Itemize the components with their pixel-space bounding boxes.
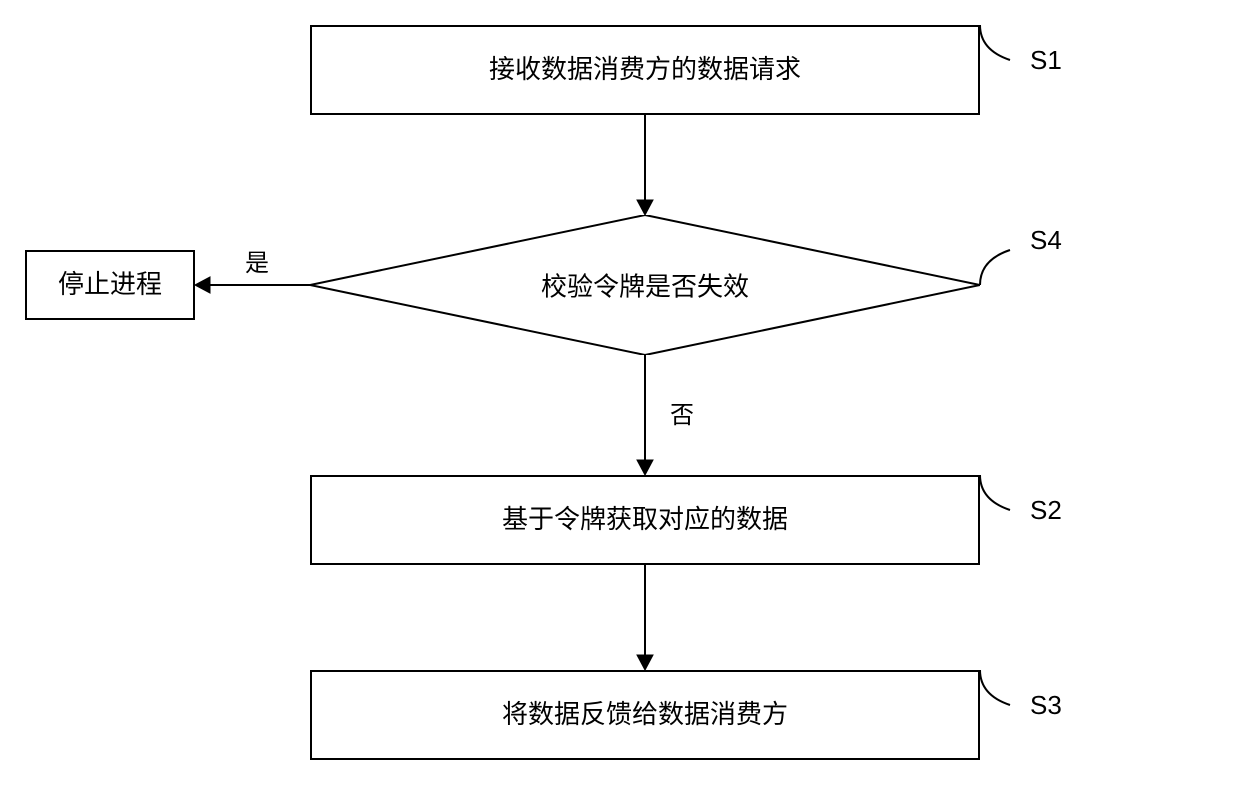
node-s4: 校验令牌是否失效	[310, 215, 980, 355]
edge-s4-s2	[630, 355, 660, 480]
step-hook-s1	[975, 20, 1025, 70]
node-s3-text: 将数据反馈给数据消费方	[502, 698, 788, 732]
edge-label-no: 否	[670, 395, 694, 430]
step-hook-s4	[975, 240, 1025, 290]
step-label-s2: S2	[1030, 495, 1062, 526]
node-s4-text: 校验令牌是否失效	[541, 267, 749, 304]
node-s3: 将数据反馈给数据消费方	[310, 670, 980, 760]
step-hook-s3	[975, 665, 1025, 715]
step-label-s1: S1	[1030, 45, 1062, 76]
step-hook-s2	[975, 470, 1025, 520]
edge-s1-s4	[630, 115, 660, 220]
node-s1: 接收数据消费方的数据请求	[310, 25, 980, 115]
edge-label-yes: 是	[245, 243, 269, 278]
node-stop-text: 停止进程	[58, 268, 162, 302]
node-s2: 基于令牌获取对应的数据	[310, 475, 980, 565]
step-label-s3: S3	[1030, 690, 1062, 721]
node-stop: 停止进程	[25, 250, 195, 320]
node-s1-text: 接收数据消费方的数据请求	[489, 53, 801, 87]
edge-s2-s3	[630, 565, 660, 675]
step-label-s4: S4	[1030, 225, 1062, 256]
node-s2-text: 基于令牌获取对应的数据	[502, 503, 788, 537]
